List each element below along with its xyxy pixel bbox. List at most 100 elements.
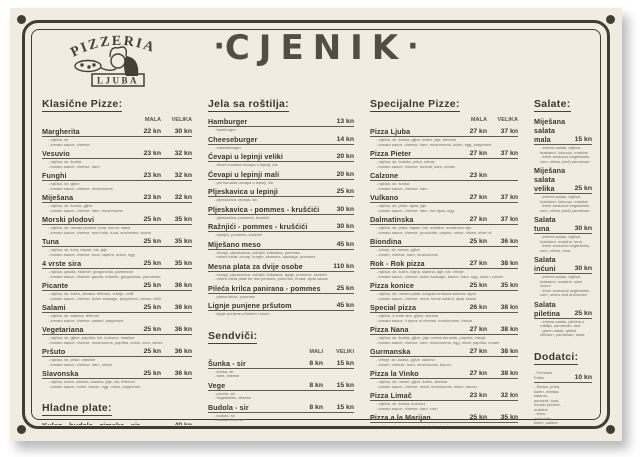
price-column-label: MALA [144, 117, 161, 123]
menu-item-name: Morski plodovi [42, 215, 95, 224]
price-column-labels: MALA VELIKA [370, 117, 518, 123]
menu-item-line: Kulen - budela - zimska - sir40 kn [42, 421, 192, 425]
description-line: - cheeseburger [214, 144, 241, 150]
menu-item-line: Slavonska 25 kn 36 kn [42, 369, 192, 379]
menu-item-name: Funghi [42, 171, 67, 180]
menu-item-line: Budola - sir 8 kn 15 kn [208, 403, 354, 413]
section-header: Sendviči: [208, 329, 258, 344]
menu-item-price: 30 kn [174, 128, 192, 135]
menu-item-line: Mesna plata za dvije osobe 110 kn [208, 262, 354, 272]
section-specijalne-pizze: Specijalne Pizze: MALA VELIKA Pizza Ljuba 27… [370, 94, 518, 425]
menu-item-description: - rajčica, 4 vrste sira, gljive, slanina… [370, 313, 518, 324]
menu-item-price: 10 kn [574, 373, 592, 381]
menu-item: Salami 25 kn 36 kn - rajčica, sir, salama, … [42, 303, 192, 324]
menu-item-line: Calzone 23 kn [370, 171, 518, 181]
section-klasicne-pizze: Klasične Pizze: MALA VELIKA Margherita 22 kn… [42, 94, 192, 390]
menu-item-description: - zelena salata, rajčica, krastavci, kuk… [534, 145, 592, 165]
menu-item: Salata tuna 30 kn - zelena salata, rajčica… [534, 215, 592, 254]
addon-description: - Šunka, pršut, kulen, zimska, salama, p… [534, 384, 561, 425]
menu-item-price: 23 kn [143, 150, 161, 157]
menu-item: Picante 25 kn 36 kn - rajčica, sir, kulen, … [42, 281, 192, 302]
menu-item-description: - zelena salata, rajčica, krastavci, mas… [534, 274, 592, 299]
menu-item-price: 25 kn [143, 216, 161, 223]
menu-item: Pizza la Vinko 27 kn 38 kn - rajčica, sir, … [370, 369, 518, 390]
menu-item-description: - rajčica, sir, šunka, gljive - tomato sa… [42, 203, 192, 214]
menu-item: Miješana salata mala 15 kn - zelena salata… [534, 117, 592, 165]
menu-item-line: Šunka - sir 8 kn 15 kn [208, 359, 354, 369]
description-line: - rajčica, kulen, zimska, slanina, jaje,… [48, 379, 135, 384]
menu-item-line: Vesuvio 23 kn 32 kn [42, 149, 192, 159]
menu-item-price: 23 kn [143, 194, 161, 201]
menu-item-description: - rajčica, sir, pršut, kapari, luk, masl… [370, 225, 518, 236]
menu-item: Pljeskavica u lepinji 25 kn - pljeskavica,… [208, 187, 354, 204]
menu-item-description: - ćevapi, pljeskavica, ražnjići, kobasic… [208, 272, 354, 283]
menu-item-name: Pizza a la Marijan [370, 413, 431, 422]
menu-item-price: 40 kn [161, 421, 192, 425]
menu-item-line: Hamburger 13 kn [208, 117, 354, 127]
menu-item-price: 32 kn [174, 194, 192, 201]
menu-item: Vege 8 kn 15 kn - povrće, sir - vegetables, … [208, 381, 354, 402]
menu-item-price: 8 kn [309, 403, 323, 411]
menu-item: Mesna plata za dvije osobe 110 kn - ćevapi… [208, 262, 354, 283]
menu-item-description: - rajčica, sir, šunka, kukuruz - tomato s… [370, 401, 518, 412]
menu-item-price: 15 kn [336, 403, 354, 411]
menu-item: Kulen - budela - zimska - sir40 kn- kule… [42, 421, 192, 425]
menu-item: Biondina 25 kn 36 kn - vrhnje, sir, šunka, … [370, 237, 518, 258]
menu-item-line: Vege 8 kn 15 kn [208, 381, 354, 391]
menu-item-name: Vesuvio [42, 149, 70, 158]
description-line: - lignje punjene pršutom i sirom [214, 311, 270, 316]
price-column-label: VELIKA [497, 117, 518, 123]
description-line: - rajčica, sir, pršut, ajvar, jaje [376, 203, 427, 208]
menu-item-description: - cheeseburger [208, 145, 354, 152]
menu-item-description: - hamburger [208, 127, 354, 134]
menu-item-name: Miješana salata velika [534, 166, 566, 193]
menu-item-price: 36 kn [174, 370, 192, 377]
description-line: - zelena salata, rajčica, krastavci, mas… [540, 274, 583, 288]
menu-item-line: Salata inćuni 30 kn [534, 255, 592, 274]
menu-item-name: Budola - sir [208, 402, 249, 412]
description-line: - tomato sauce, cheese, mushrooms [48, 185, 113, 191]
section-header: Salate: [534, 98, 571, 112]
menu-item-line: Cheeseburger 14 kn [208, 135, 354, 145]
menu-item-name: Pršut - sir [208, 425, 292, 426]
menu-item-price: 25 kn [336, 188, 354, 195]
description-line: - zelena salata, rajčica, krastavci, kuk… [540, 194, 589, 204]
menu-item-description: - ćevapi, pljeskavica, ražnjići, kobasic… [208, 250, 354, 261]
description-line: - tomato sauce, cheese, mushrooms, papri… [48, 339, 163, 345]
menu-item-line: Morski plodovi 25 kn 35 kn [42, 215, 192, 225]
menu-item-description: - budola, sir - budola, cheese [208, 413, 354, 424]
menu-item-name: Salata inćuni [534, 255, 556, 273]
menu-item-description: - pljeskavica, pommes, krušćići [208, 215, 354, 222]
description-line: - ham, cheese [214, 373, 240, 378]
description-line: - fresh seasonal vegetables, corn, olive… [540, 243, 591, 253]
menu-item-name: Margherita [42, 127, 80, 136]
menu-item: Pizza konice 25 kn 35 kn - rajčica, sir, me… [370, 281, 518, 302]
section-dodatci: Dodatci: - Pommes Frites 10 kn - Šunka, prš… [534, 347, 592, 425]
menu-item-name: Vulkano [370, 193, 399, 202]
description-line: - mixed meat plate for two persons, pomm… [214, 276, 329, 281]
description-line: - tomato sauce, cheese, sea fruits, tuna… [48, 229, 152, 235]
description-line: - fresh seasonal vegetables, corn, olive… [540, 287, 591, 297]
menu-item-description: - vrhnje, sir, šunka, gljive - cream, che… [370, 247, 518, 258]
menu-item-price: 110 kn [333, 262, 354, 270]
menu-item-price: 27 kn [469, 370, 487, 377]
menu-item-line: Lignje punjene pršutom 45 kn [208, 301, 354, 311]
menu-item-name: Gurmanska [370, 347, 411, 356]
menu-item-description: - ražnjići, pommes, krušćići [208, 232, 354, 239]
description-line: - pljeskavica, lepinja, luk [214, 197, 258, 202]
description-line: - deset komada ćevapa u lepinji, luk [214, 162, 278, 167]
price-column-label: MALI [309, 348, 323, 355]
description-line: - fresh seasonal vegetables, corn, olive… [540, 154, 591, 164]
description-line: - tomato sauce, cheese, meat, horse sala… [376, 295, 477, 301]
menu-item-name: Pljeskavica - pommes - krušćići [208, 204, 320, 214]
description-line: - rajčica, sir, kulen, zimska, feferoni,… [48, 291, 134, 296]
menu-item-name: Miješano meso [208, 239, 261, 249]
menu-item-description: - rajčica, gauda, edamer, gorgonzola, pa… [42, 269, 192, 280]
description-line: - budola, cheese [214, 417, 244, 422]
menu-item: Ćevapi u lepinji veliki 20 kn - deset koma… [208, 152, 354, 169]
section-header: Jela sa roštilja: [208, 98, 289, 112]
description-line: - budola, sir [214, 412, 235, 418]
section-header: Specijalne Pizze: [370, 98, 460, 112]
description-line: - tomato sauce, cheese, ham, mushrooms [48, 207, 123, 213]
menu-item-price: 27 kn [469, 128, 487, 135]
